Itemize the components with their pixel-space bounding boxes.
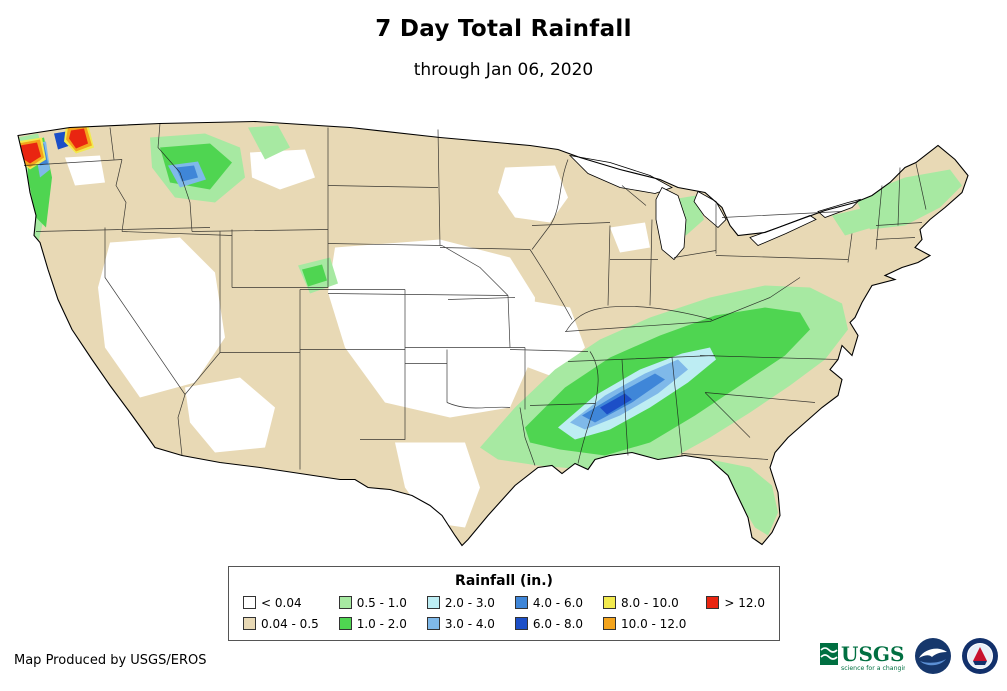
attribution-text: Map Produced by USGS/EROS <box>14 653 207 668</box>
legend-swatch <box>603 596 616 609</box>
legend-item: < 0.04 <box>243 594 319 611</box>
legend-item: 10.0 - 12.0 <box>603 615 686 632</box>
svg-text:USGS: USGS <box>841 642 904 666</box>
legend-label: 10.0 - 12.0 <box>621 616 687 631</box>
legend-label: 1.0 - 2.0 <box>356 616 407 631</box>
legend-item: 0.04 - 0.5 <box>243 615 319 632</box>
legend-swatch <box>243 596 256 609</box>
legend-title: Rainfall (in.) <box>455 573 553 589</box>
legend-label: 0.04 - 0.5 <box>261 616 319 631</box>
legend-label: 3.0 - 4.0 <box>444 616 495 631</box>
page-subtitle: through Jan 06, 2020 <box>413 60 594 80</box>
legend-swatch <box>706 596 720 609</box>
rain-layer-lt-004 <box>65 149 650 528</box>
lake-michigan <box>655 186 687 261</box>
legend-swatch <box>338 596 352 609</box>
legend-swatch <box>338 617 352 630</box>
legend-label: 8.0 - 10.0 <box>621 595 679 610</box>
us-rainfall-map <box>10 106 985 554</box>
legend-item: > 12.0 <box>706 594 765 611</box>
us-outline <box>17 120 969 547</box>
legend-item: 6.0 - 8.0 <box>514 615 584 632</box>
legend-swatch <box>514 596 528 609</box>
legend-swatch <box>243 617 256 630</box>
legend-label: < 0.04 <box>261 595 302 610</box>
legend-items: < 0.04 0.04 - 0.5 0.5 - 1.0 1.0 - 2.0 2.0 - … <box>243 594 765 632</box>
legend-item: 8.0 - 10.0 <box>603 594 686 611</box>
svg-text:science for a changing world: science for a changing world <box>841 665 905 672</box>
us-map-svg <box>17 120 969 547</box>
footer-logos: USGS science for a changing world <box>819 637 999 675</box>
rain-layer-gt-120 <box>20 128 88 164</box>
legend-item: 0.5 - 1.0 <box>338 594 407 611</box>
legend-label: 0.5 - 1.0 <box>356 595 407 610</box>
page-title: 7 Day Total Rainfall <box>375 16 632 42</box>
legend-label: 6.0 - 8.0 <box>532 616 584 631</box>
legend-item: 3.0 - 4.0 <box>426 615 495 632</box>
legend-swatch <box>426 617 440 630</box>
usgs-logo: USGS science for a changing world <box>820 642 905 672</box>
legend-swatch <box>426 596 440 609</box>
legend-item: 1.0 - 2.0 <box>338 615 407 632</box>
legend-label: 2.0 - 3.0 <box>444 595 495 610</box>
nws-logo <box>962 638 998 674</box>
state-borders <box>23 123 927 470</box>
legend-box: Rainfall (in.) < 0.04 0.04 - 0.5 0.5 - 1.0… <box>228 566 780 641</box>
legend-swatch <box>514 617 528 630</box>
noaa-logo <box>915 638 951 674</box>
legend-label: > 12.0 <box>724 595 765 610</box>
legend-item: 2.0 - 3.0 <box>426 594 495 611</box>
legend-item: 4.0 - 6.0 <box>514 594 584 611</box>
legend-label: 4.0 - 6.0 <box>532 595 584 610</box>
legend-swatch <box>603 617 616 630</box>
